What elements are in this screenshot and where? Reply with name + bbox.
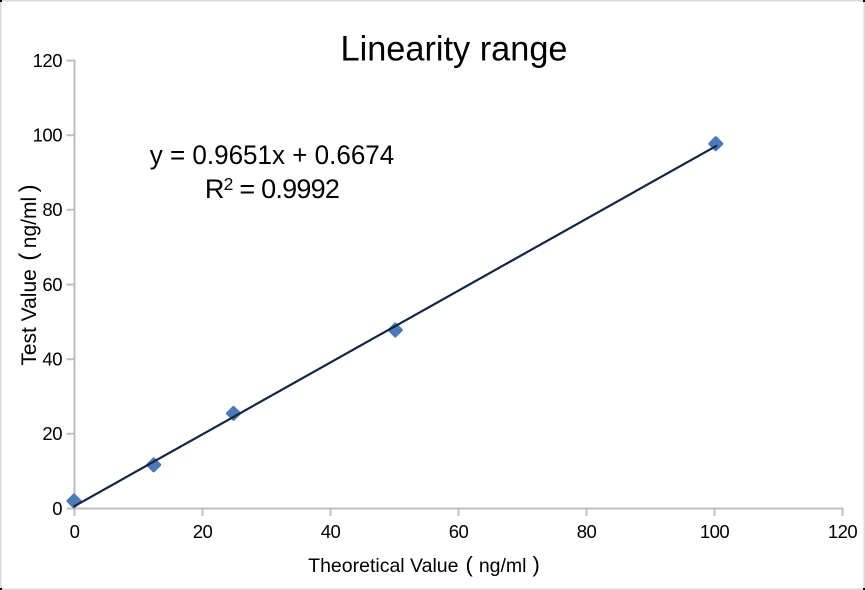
svg-text:40: 40	[42, 349, 62, 370]
svg-text:Linearity range: Linearity range	[341, 30, 568, 69]
svg-text:0: 0	[70, 521, 80, 542]
svg-text:40: 40	[321, 521, 341, 542]
svg-text:60: 60	[449, 521, 469, 542]
svg-text:Theoretical Value(ng/ml): Theoretical Value(ng/ml)	[308, 552, 540, 577]
svg-text:120: 120	[828, 521, 858, 542]
svg-text:80: 80	[577, 521, 597, 542]
svg-text:y = 0.9651x + 0.6674: y = 0.9651x + 0.6674	[150, 140, 395, 170]
svg-text:60: 60	[42, 274, 62, 295]
svg-text:100: 100	[33, 125, 63, 146]
svg-text:Test Value(ng/ml): Test Value(ng/ml)	[15, 184, 42, 365]
svg-text:20: 20	[193, 521, 213, 542]
svg-text:20: 20	[42, 423, 62, 444]
svg-text:80: 80	[42, 199, 62, 220]
svg-text:100: 100	[700, 521, 730, 542]
svg-text:0: 0	[52, 498, 62, 519]
svg-text:120: 120	[33, 50, 63, 71]
